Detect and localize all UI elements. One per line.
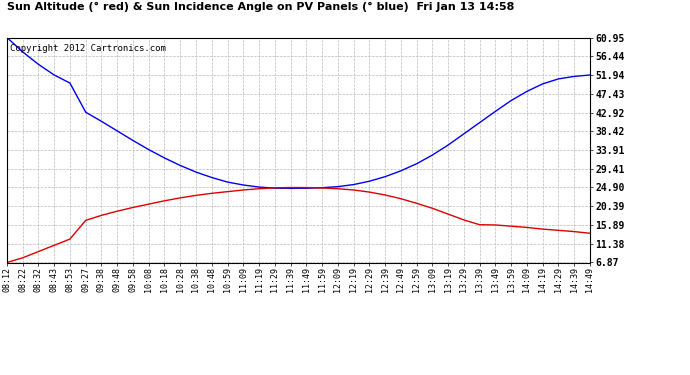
Text: Copyright 2012 Cartronics.com: Copyright 2012 Cartronics.com [10, 44, 166, 53]
Text: Sun Altitude (° red) & Sun Incidence Angle on PV Panels (° blue)  Fri Jan 13 14:: Sun Altitude (° red) & Sun Incidence Ang… [7, 2, 514, 12]
